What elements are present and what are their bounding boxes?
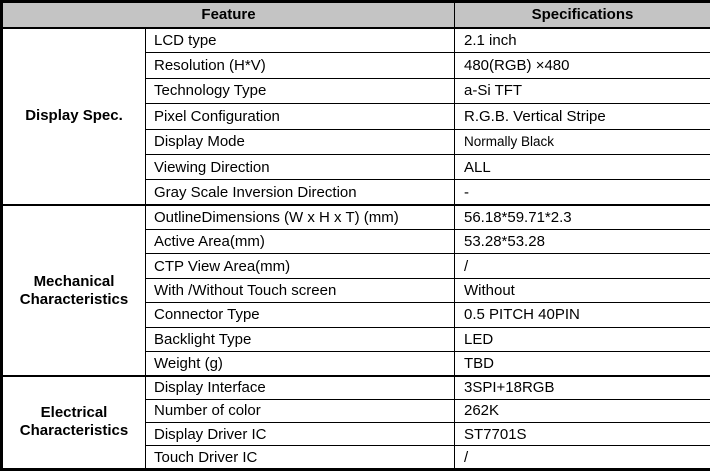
feature-cell: Connector Type bbox=[145, 302, 455, 328]
table-row: Mechanical Characteristics OutlineDimens… bbox=[1, 204, 710, 377]
feature-cell: Viewing Direction bbox=[145, 153, 455, 181]
spec-cell: 2.1 inch bbox=[454, 26, 710, 54]
feature-cell: Technology Type bbox=[145, 77, 455, 105]
table-row: Electrical Characteristics Display Inter… bbox=[1, 374, 710, 470]
table-row: Active Area(mm) 53.28*53.28 bbox=[2, 229, 710, 255]
spec-cell: 53.28*53.28 bbox=[454, 229, 710, 255]
spec-cell: TBD bbox=[454, 350, 710, 377]
table-row: Display Mode Normally Black bbox=[2, 128, 710, 155]
spec-cell: 3SPI+18RGB bbox=[454, 374, 710, 400]
feature-cell: Weight (g) bbox=[145, 350, 455, 377]
feature-cell: Display Interface bbox=[145, 374, 455, 400]
spec-cell: / bbox=[454, 253, 710, 279]
spec-cell: R.G.B. Vertical Stripe bbox=[454, 103, 710, 130]
group-cell-display-spec: Display Spec. bbox=[1, 26, 146, 206]
table-row: Viewing Direction ALL bbox=[2, 153, 710, 181]
spec-cell: LED bbox=[454, 326, 710, 352]
table-row: Number of color 262K bbox=[2, 398, 710, 424]
table-row: Display Driver IC ST7701S bbox=[2, 422, 710, 447]
spec-cell: 56.18*59.71*2.3 bbox=[454, 204, 710, 231]
spec-cell: 480(RGB) ×480 bbox=[454, 52, 710, 79]
feature-cell: Gray Scale Inversion Direction bbox=[145, 179, 455, 206]
table-row: Display Spec. LCD type 2.1 inch bbox=[1, 26, 710, 206]
spec-cell: a-Si TFT bbox=[454, 77, 710, 105]
table-row: With /Without Touch screen Without bbox=[2, 277, 710, 304]
feature-cell: With /Without Touch screen bbox=[145, 277, 455, 304]
spec-cell: 0.5 PITCH 40PIN bbox=[454, 302, 710, 328]
feature-cell: OutlineDimensions (W x H x T) (mm) bbox=[145, 204, 455, 231]
feature-cell: Number of color bbox=[145, 398, 455, 424]
feature-cell: Display Driver IC bbox=[145, 422, 455, 447]
spec-cell: ALL bbox=[454, 153, 710, 181]
feature-cell: Pixel Configuration bbox=[145, 103, 455, 130]
group-cell-electrical: Electrical Characteristics bbox=[1, 374, 146, 470]
table-row: Weight (g) TBD bbox=[2, 350, 710, 377]
feature-cell: Active Area(mm) bbox=[145, 229, 455, 255]
feature-cell: Resolution (H*V) bbox=[145, 52, 455, 79]
group-cell-mechanical: Mechanical Characteristics bbox=[1, 204, 146, 377]
feature-cell: LCD type bbox=[145, 26, 455, 54]
table-header-row: Feature Specifications bbox=[1, 1, 710, 29]
spec-cell: ST7701S bbox=[454, 422, 710, 447]
feature-cell: Backlight Type bbox=[145, 326, 455, 352]
spec-cell: Normally Black bbox=[454, 128, 710, 155]
spec-cell: 262K bbox=[454, 398, 710, 424]
table-row: Backlight Type LED bbox=[2, 326, 710, 352]
table-row: Pixel Configuration R.G.B. Vertical Stri… bbox=[2, 103, 710, 130]
feature-cell: Display Mode bbox=[145, 128, 455, 155]
table-row: CTP View Area(mm) / bbox=[2, 253, 710, 279]
table-row: Gray Scale Inversion Direction - bbox=[2, 179, 710, 206]
spec-cell: Without bbox=[454, 277, 710, 304]
header-feature: Feature bbox=[1, 1, 455, 29]
spec-cell: - bbox=[454, 179, 710, 206]
spec-cell: / bbox=[454, 445, 710, 470]
table-row: Resolution (H*V) 480(RGB) ×480 bbox=[2, 52, 710, 79]
feature-cell: CTP View Area(mm) bbox=[145, 253, 455, 279]
table-row: Touch Driver IC / bbox=[2, 445, 710, 470]
header-specifications: Specifications bbox=[454, 1, 710, 29]
feature-cell: Touch Driver IC bbox=[145, 445, 455, 470]
